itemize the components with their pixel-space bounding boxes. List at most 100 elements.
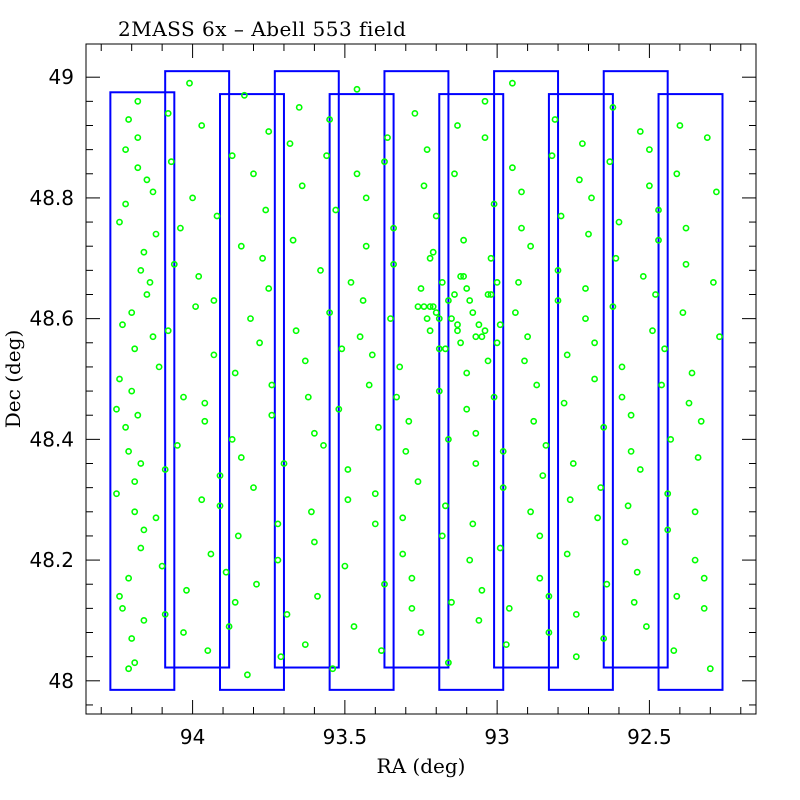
source-point	[591, 375, 598, 383]
source-point	[176, 224, 184, 232]
source-point	[204, 647, 212, 654]
source-point	[603, 580, 611, 588]
source-point	[426, 254, 434, 262]
source-point	[643, 623, 650, 630]
source-point	[460, 272, 467, 280]
source-point	[195, 272, 203, 280]
source-point	[201, 417, 209, 425]
source-point	[149, 333, 157, 341]
source-point	[429, 248, 437, 256]
source-point	[265, 285, 273, 292]
source-point	[298, 182, 306, 190]
source-point	[639, 272, 647, 280]
source-point	[487, 254, 495, 262]
source-point	[527, 242, 534, 250]
source-point	[362, 242, 370, 250]
source-point	[554, 266, 562, 274]
source-point	[703, 134, 711, 141]
source-point	[426, 303, 434, 310]
source-point	[435, 387, 443, 395]
source-point	[399, 514, 407, 522]
source-point	[454, 122, 461, 129]
source-point	[457, 339, 464, 347]
source-point	[545, 629, 553, 636]
source-point	[530, 417, 538, 425]
source-point	[618, 393, 626, 401]
source-point	[384, 134, 391, 141]
source-point	[493, 278, 501, 286]
source-point	[289, 236, 297, 244]
source-point	[216, 472, 224, 479]
source-point	[161, 466, 169, 473]
source-point	[393, 393, 400, 401]
x-tick-label: 93.5	[323, 725, 368, 749]
source-point	[292, 327, 300, 335]
source-point	[365, 381, 373, 389]
source-point	[210, 351, 218, 359]
source-point	[414, 478, 422, 485]
source-point	[646, 182, 653, 190]
source-point	[134, 164, 142, 172]
source-point	[432, 309, 440, 316]
source-point	[268, 411, 276, 419]
source-point	[533, 381, 541, 389]
source-point	[618, 363, 626, 371]
source-point	[347, 278, 355, 286]
source-point	[164, 327, 172, 335]
source-point	[710, 278, 717, 286]
source-point	[201, 399, 209, 407]
source-point	[119, 321, 126, 329]
source-point	[499, 447, 507, 455]
source-point	[213, 212, 221, 220]
source-point	[490, 393, 498, 401]
source-point	[496, 544, 504, 552]
source-point	[505, 605, 513, 612]
source-point	[173, 441, 181, 449]
source-point	[274, 520, 282, 528]
source-point	[624, 502, 632, 510]
source-point	[472, 460, 480, 467]
source-point	[341, 562, 349, 570]
source-point	[636, 466, 644, 473]
source-point	[417, 629, 425, 636]
source-point	[113, 405, 120, 413]
footprint-9	[547, 93, 614, 691]
source-point	[134, 97, 142, 105]
source-point	[243, 671, 251, 679]
source-point	[673, 170, 681, 178]
source-point	[137, 266, 145, 274]
footprint-11	[657, 93, 724, 691]
source-point	[122, 200, 129, 208]
source-point	[381, 158, 388, 166]
source-point	[478, 586, 486, 594]
source-point	[444, 435, 452, 443]
source-point	[295, 104, 303, 111]
source-point	[502, 641, 510, 648]
source-point	[283, 611, 291, 618]
source-point	[627, 411, 635, 419]
source-point	[545, 592, 553, 600]
source-point	[116, 218, 123, 226]
source-point	[588, 194, 595, 202]
footprint-6	[383, 70, 450, 669]
source-point	[451, 170, 458, 178]
source-point	[420, 182, 428, 190]
points-layer	[113, 79, 723, 679]
source-point	[146, 278, 154, 286]
source-point	[234, 532, 242, 540]
source-point	[228, 152, 236, 160]
source-point	[122, 146, 129, 153]
source-point	[682, 224, 690, 232]
source-point	[563, 351, 571, 359]
source-point	[615, 218, 623, 226]
source-point	[125, 665, 133, 673]
source-point	[664, 490, 672, 498]
source-point	[143, 291, 151, 298]
source-point	[435, 315, 443, 322]
source-point	[691, 508, 699, 516]
source-point	[481, 134, 489, 141]
source-point	[189, 194, 196, 202]
source-point	[335, 405, 343, 413]
